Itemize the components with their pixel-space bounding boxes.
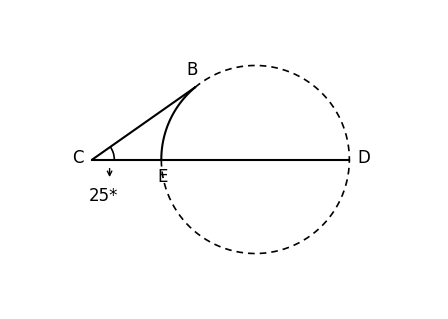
Text: E: E — [158, 168, 168, 186]
Text: D: D — [357, 149, 370, 167]
Text: B: B — [186, 61, 198, 79]
Text: C: C — [73, 149, 84, 167]
Text: 25*: 25* — [89, 187, 118, 204]
